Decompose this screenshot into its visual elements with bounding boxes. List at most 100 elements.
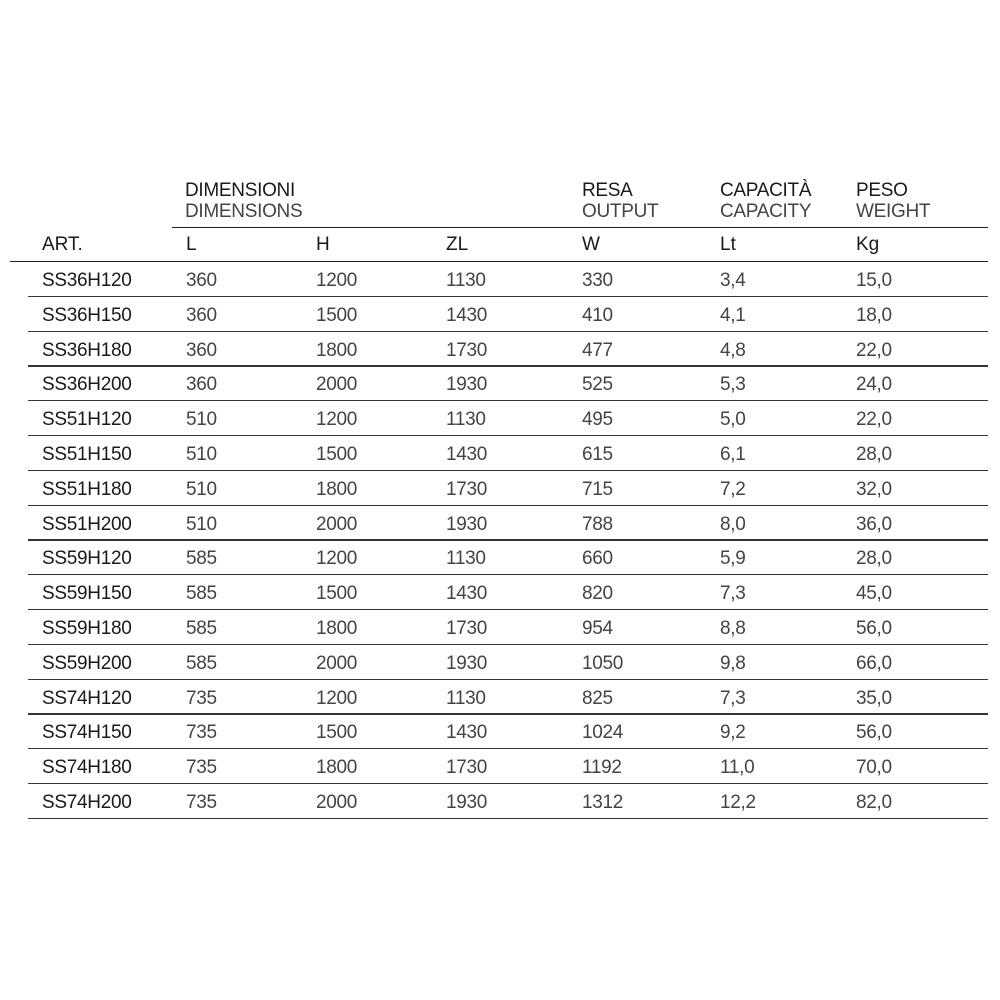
table-cell: 9,2 <box>720 722 746 744</box>
table-cell: 22,0 <box>856 409 892 431</box>
weight-label-en: WEIGHT <box>856 201 931 222</box>
capacity-label-it: CAPACITÀ <box>720 180 812 201</box>
table-cell: 7,3 <box>720 687 746 709</box>
row-divider <box>28 295 988 297</box>
output-label-en: OUTPUT <box>582 201 659 222</box>
table-cell: 510 <box>186 513 217 535</box>
table-cell: 510 <box>186 478 217 500</box>
row-divider <box>28 400 988 402</box>
table-cell: 24,0 <box>856 374 892 396</box>
table-cell: 1130 <box>446 409 486 431</box>
table-row: SS59H150 585 1500 1430 820 7,3 45,0 <box>0 575 1000 611</box>
table-cell: 1430 <box>446 444 488 465</box>
table-cell: 1050 <box>582 652 624 674</box>
table-cell: 1430 <box>446 583 488 605</box>
article-code: SS59H120 <box>42 548 132 570</box>
article-code: SS74H120 <box>42 687 132 709</box>
table-cell: 735 <box>186 722 217 744</box>
header-divider <box>172 227 988 229</box>
table-cell: 28,0 <box>856 548 892 570</box>
table-cell: 1192 <box>582 757 622 779</box>
column-header-divider <box>10 261 988 263</box>
article-code: SS74H180 <box>42 757 132 779</box>
table-row: SS74H200 735 2000 1930 1312 12,2 82,0 <box>0 784 1000 819</box>
row-divider <box>28 678 988 680</box>
column-header: ART. <box>42 234 83 255</box>
table-row: SS59H180 585 1800 1730 954 8,8 56,0 <box>0 610 1000 645</box>
table-cell: 1130 <box>446 687 486 709</box>
table-cell: 660 <box>582 548 613 570</box>
article-code: SS74H200 <box>42 792 132 813</box>
table-cell: 28,0 <box>856 444 892 465</box>
table-cell: 1200 <box>316 687 358 709</box>
table-cell: 56,0 <box>856 618 892 639</box>
table-cell: 615 <box>582 444 613 465</box>
row-divider <box>28 504 988 506</box>
row-divider <box>28 574 988 576</box>
table-cell: 1500 <box>316 304 358 326</box>
table-cell: 735 <box>186 687 217 709</box>
capacity-label-en: CAPACITY <box>720 201 812 222</box>
table-row: SS59H200 585 2000 1930 1050 9,8 66,0 <box>0 645 1000 680</box>
table-cell: 4,8 <box>720 339 746 361</box>
table-cell: 1500 <box>316 444 358 465</box>
table-cell: 5,9 <box>720 548 746 570</box>
table-cell: 12,2 <box>720 792 756 813</box>
article-code: SS59H200 <box>42 652 132 674</box>
table-cell: 1800 <box>316 618 358 639</box>
column-header: ZL <box>446 234 469 255</box>
table-cell: 32,0 <box>856 478 892 500</box>
table-cell: 22,0 <box>856 339 892 361</box>
table-cell: 360 <box>186 339 217 361</box>
table-row: SS36H150 360 1500 1430 410 4,1 18,0 <box>0 297 1000 332</box>
table-cell: 1200 <box>316 270 358 291</box>
article-code: SS74H150 <box>42 722 132 744</box>
table-cell: 9,8 <box>720 652 746 674</box>
table-cell: 360 <box>186 270 217 291</box>
article-code: SS51H180 <box>42 478 132 500</box>
table-cell: 4,1 <box>720 304 746 326</box>
column-header: H <box>316 234 330 255</box>
table-cell: 820 <box>582 583 613 605</box>
row-divider <box>28 365 988 367</box>
table-row: SS51H180 510 1800 1730 715 7,2 32,0 <box>0 471 1000 506</box>
table-cell: 735 <box>186 757 217 779</box>
table-cell: 8,0 <box>720 513 746 535</box>
table-cell: 1930 <box>446 792 488 813</box>
table-cell: 66,0 <box>856 652 892 674</box>
row-divider <box>28 713 988 715</box>
table-row: SS74H150 735 1500 1430 1024 9,2 56,0 <box>0 714 1000 750</box>
row-divider <box>28 643 988 645</box>
table-cell: 36,0 <box>856 513 892 535</box>
table-cell: 1800 <box>316 339 358 361</box>
table-cell: 1200 <box>316 548 358 570</box>
table-cell: 715 <box>582 478 613 500</box>
table-cell: 2000 <box>316 652 358 674</box>
table-cell: 360 <box>186 304 217 326</box>
table-cell: 954 <box>582 618 613 639</box>
table-row: SS74H120 735 1200 1130 825 7,3 35,0 <box>0 680 1000 715</box>
column-header: Kg <box>856 234 880 255</box>
article-code: SS36H150 <box>42 304 132 326</box>
table-row: SS51H200 510 2000 1930 788 8,0 36,0 <box>0 506 1000 541</box>
table-cell: 2000 <box>316 792 358 813</box>
row-divider <box>28 609 988 611</box>
table-row: SS59H120 585 1200 1130 660 5,9 28,0 <box>0 540 1000 576</box>
table-cell: 2000 <box>316 374 358 396</box>
weight-label-it: PESO <box>856 180 908 201</box>
article-code: SS36H180 <box>42 339 132 361</box>
dimensions-label-en: DIMENSIONS <box>185 201 303 222</box>
column-header: L <box>186 234 197 255</box>
table-cell: 510 <box>186 444 217 465</box>
dimensions-label-it: DIMENSIONI <box>185 180 295 201</box>
table-cell: 1730 <box>446 618 488 639</box>
table-row: SS51H120 510 1200 1130 495 5,0 22,0 <box>0 401 1000 437</box>
table-cell: 1930 <box>446 374 488 396</box>
table-cell: 1930 <box>446 652 488 674</box>
table-row: SS51H150 510 1500 1430 615 6,1 28,0 <box>0 436 1000 471</box>
table-row: SS36H180 360 1800 1730 477 4,8 22,0 <box>0 332 1000 367</box>
row-divider <box>28 748 988 750</box>
table-cell: 1500 <box>316 583 358 605</box>
table-cell: 1130 <box>446 270 486 291</box>
table-cell: 1500 <box>316 722 358 744</box>
